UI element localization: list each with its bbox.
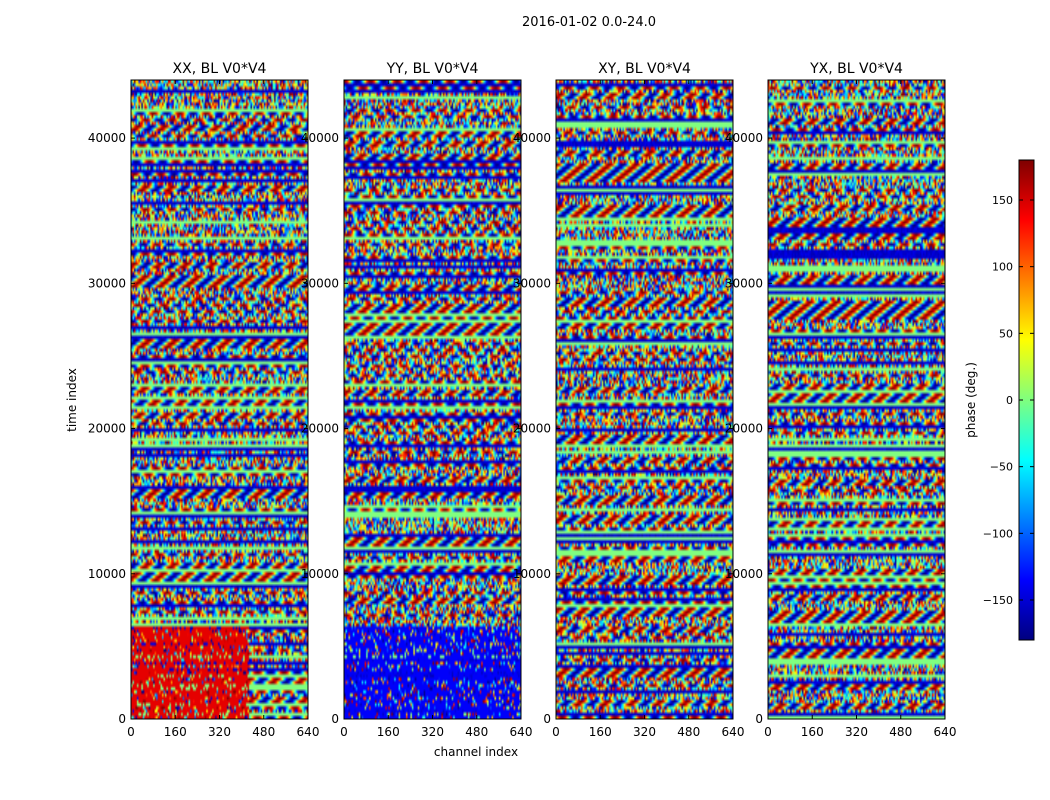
x-tick-label: 0	[127, 725, 135, 739]
y-tick-label: 30000	[88, 276, 126, 290]
x-tick-label: 0	[340, 725, 348, 739]
panel-xx: XX, BL V0*V4 0 160 320 480 640 0 10000 20000 3000…	[88, 61, 320, 739]
x-tick-label: 0	[552, 725, 560, 739]
x-tick-label: 160	[164, 725, 187, 739]
phase-heatmap	[344, 80, 521, 719]
x-tick-label: 480	[465, 725, 488, 739]
x-tick-label: 320	[208, 725, 231, 739]
colorbar-tick-label: 50	[999, 327, 1013, 340]
colorbar-tick-label: −50	[990, 461, 1013, 474]
y-tick-label: 10000	[88, 567, 126, 581]
y-axis-label: time index	[65, 368, 79, 432]
y-tick-label: 40000	[513, 131, 551, 145]
colorbar-tick-label: −100	[983, 527, 1013, 540]
x-tick-label: 480	[889, 725, 912, 739]
x-tick-label: 320	[421, 725, 444, 739]
x-tick-label: 640	[297, 725, 320, 739]
y-tick-label: 20000	[88, 422, 126, 436]
x-tick-label: 0	[764, 725, 772, 739]
y-tick-label: 10000	[725, 567, 763, 581]
y-tick-label: 40000	[301, 131, 339, 145]
x-tick-label: 640	[510, 725, 533, 739]
colorbar-tick-label: 100	[992, 261, 1013, 274]
colorbar: −150 −100 −50 0 50 100 150	[983, 159, 1035, 641]
x-tick-label: 640	[934, 725, 957, 739]
x-tick-label: 320	[633, 725, 656, 739]
x-tick-label: 160	[377, 725, 400, 739]
y-tick-label: 20000	[513, 422, 551, 436]
y-tick-label: 0	[331, 712, 339, 726]
panel-yx: YX, BL V0*V4 0 160 320 480 640 0 10000 20000 3000…	[725, 61, 957, 739]
x-tick-label: 160	[801, 725, 824, 739]
colorbar-tick-label: −150	[983, 594, 1013, 607]
y-tick-label: 30000	[301, 276, 339, 290]
panel-title: XY, BL V0*V4	[598, 61, 691, 77]
x-tick-label: 480	[677, 725, 700, 739]
y-tick-label: 30000	[725, 276, 763, 290]
x-tick-label: 640	[722, 725, 745, 739]
y-tick-label: 20000	[301, 422, 339, 436]
y-tick-label: 0	[118, 712, 126, 726]
y-tick-label: 10000	[301, 567, 339, 581]
y-tick-label: 10000	[513, 567, 551, 581]
phase-heatmap	[556, 80, 733, 719]
x-tick-label: 160	[589, 725, 612, 739]
colorbar-label: phase (deg.)	[964, 362, 978, 438]
panel-xy: XY, BL V0*V4 0 160 320 480 640 0 10000 20000 3000…	[513, 61, 745, 739]
y-tick-label: 20000	[725, 422, 763, 436]
figure-suptitle: 2016-01-02 0.0-24.0	[522, 15, 656, 30]
panel-title: YY, BL V0*V4	[386, 61, 479, 77]
panel-yy: YY, BL V0*V4 0 160 320 480 640 0 10000 20000 3000…	[301, 61, 533, 739]
phase-heatmap	[768, 80, 945, 719]
x-tick-label: 480	[252, 725, 275, 739]
colorbar-tick-label: 0	[1006, 394, 1013, 407]
y-tick-label: 0	[543, 712, 551, 726]
phase-heatmap	[131, 80, 308, 719]
colorbar-tick-label: 150	[992, 194, 1013, 207]
y-tick-label: 40000	[88, 131, 126, 145]
x-tick-label: 320	[845, 725, 868, 739]
y-tick-label: 0	[755, 712, 763, 726]
y-tick-label: 30000	[513, 276, 551, 290]
panel-title: XX, BL V0*V4	[173, 61, 267, 77]
panel-title: YX, BL V0*V4	[809, 61, 903, 77]
y-tick-label: 40000	[725, 131, 763, 145]
x-axis-label: channel index	[434, 745, 518, 759]
